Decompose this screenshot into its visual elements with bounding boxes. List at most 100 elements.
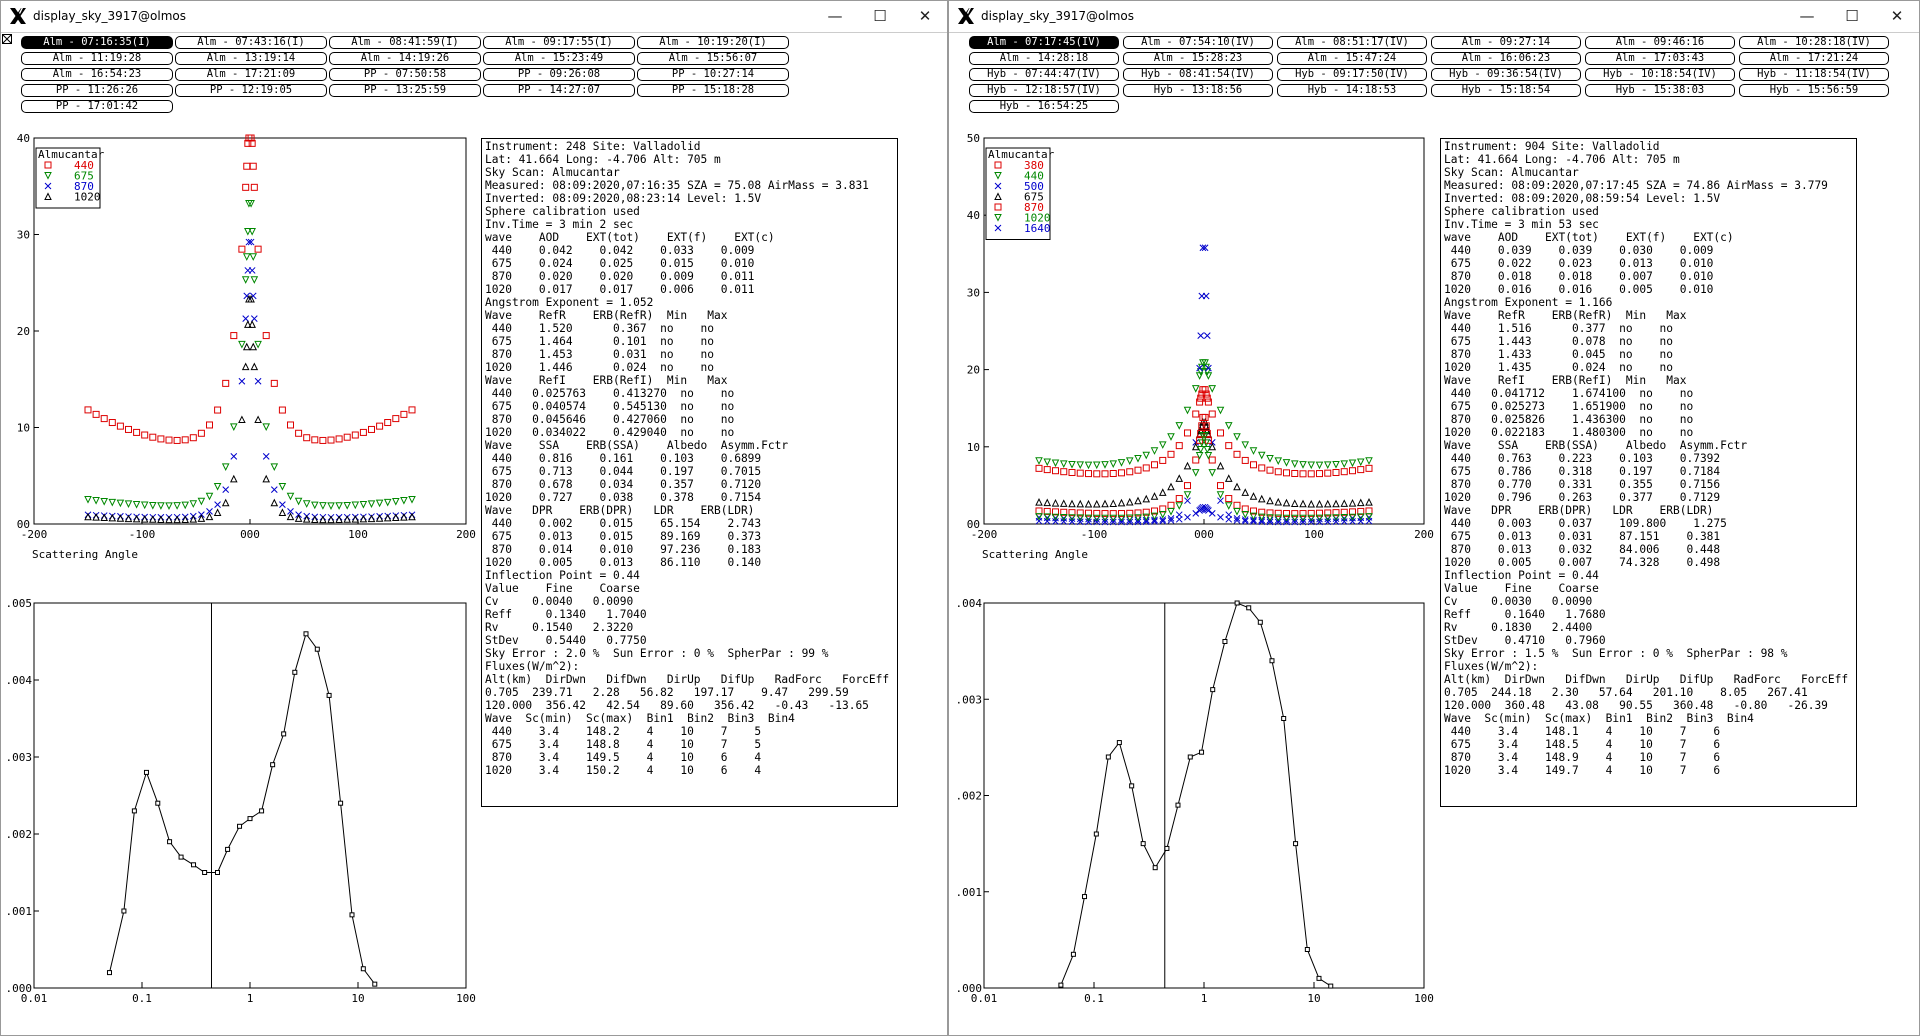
- data-point: [1290, 499, 1299, 507]
- info-line: 440 3.4 148.2 4 10 7 5: [485, 725, 762, 738]
- data-point: [1159, 456, 1167, 464]
- scan-tab[interactable]: PP - 09:26:08: [483, 68, 635, 81]
- data-point: [197, 497, 206, 506]
- data-point: [1068, 509, 1076, 517]
- info-line: Instrument: 904 Site: Valladolid: [1444, 140, 1660, 153]
- data-point: [1316, 518, 1323, 526]
- scan-tab[interactable]: Hyb - 16:54:25: [969, 100, 1119, 113]
- maximize-button[interactable]: ☐: [1845, 7, 1859, 25]
- scan-tab[interactable]: Hyb - 07:44:47(IV): [969, 68, 1119, 81]
- scan-tab[interactable]: PP - 07:50:58: [329, 68, 481, 81]
- scan-tab[interactable]: Alm - 10:19:20(I): [637, 36, 789, 49]
- scan-tab[interactable]: Hyb - 15:18:54: [1431, 84, 1581, 97]
- scan-tab[interactable]: Hyb - 09:17:50(IV): [1277, 68, 1427, 81]
- data-point: [1167, 501, 1175, 509]
- scan-tab[interactable]: Alm - 08:41:59(I): [329, 36, 481, 49]
- title-bar[interactable]: display_sky_3917@olmos — ☐ ✕: [949, 1, 1919, 33]
- scan-tab[interactable]: Hyb - 15:56:59: [1739, 84, 1889, 97]
- scan-tab[interactable]: PP - 11:26:26: [21, 84, 173, 97]
- info-line: 870 0.014 0.010 97.236 0.183: [485, 543, 762, 556]
- scan-tab[interactable]: Alm - 09:17:55(I): [483, 36, 635, 49]
- data-point: [1167, 433, 1175, 441]
- data-point: [1269, 658, 1275, 664]
- scan-tab[interactable]: Alm - 17:03:43: [1585, 52, 1735, 65]
- info-line: Lat: 41.664 Long: -4.706 Alt: 705 m: [1444, 153, 1680, 166]
- scan-tab[interactable]: Alm - 16:06:23: [1431, 52, 1581, 65]
- scan-tab[interactable]: Hyb - 09:36:54(IV): [1431, 68, 1581, 81]
- scan-tab[interactable]: Alm - 09:46:16: [1585, 36, 1735, 49]
- scan-tab[interactable]: Alm - 14:28:18: [969, 52, 1119, 65]
- scan-tab[interactable]: PP - 13:25:59: [329, 84, 481, 97]
- data-point: [278, 406, 286, 414]
- close-button[interactable]: ✕: [918, 7, 932, 25]
- data-point: [1059, 499, 1068, 507]
- data-point: [1241, 516, 1249, 523]
- data-point: [249, 253, 258, 261]
- close-box-icon[interactable]: [2, 34, 12, 44]
- x-tick-label: 10: [1307, 992, 1320, 1005]
- scan-tab[interactable]: Alm - 10:28:18(IV): [1739, 36, 1889, 49]
- close-button[interactable]: ✕: [1890, 7, 1904, 25]
- scan-tab[interactable]: Alm - 15:47:24: [1277, 52, 1427, 65]
- data-point: [157, 515, 165, 523]
- data-point: [249, 342, 258, 351]
- scan-tab[interactable]: Alm - 16:54:23: [21, 68, 173, 81]
- data-point: [248, 227, 256, 236]
- scan-tab[interactable]: Alm - 07:43:16(I): [175, 36, 327, 49]
- scan-tab[interactable]: Hyb - 11:18:54(IV): [1739, 68, 1889, 81]
- scan-tab[interactable]: Alm - 09:27:14: [1431, 36, 1581, 49]
- maximize-button[interactable]: ☐: [873, 7, 887, 25]
- data-point: [247, 294, 255, 303]
- data-point: [1043, 517, 1051, 525]
- data-point: [270, 379, 278, 387]
- minimize-button[interactable]: —: [827, 7, 843, 25]
- scan-tab[interactable]: Alm - 15:56:07: [637, 52, 789, 65]
- data-point: [1175, 495, 1183, 503]
- info-line: 0.705 244.18 2.30 57.64 201.10 8.05 267.…: [1444, 686, 1808, 699]
- scan-tab[interactable]: Hyb - 08:41:54(IV): [1123, 68, 1273, 81]
- scan-tab[interactable]: Alm - 07:16:35(I): [21, 36, 173, 49]
- scan-tab[interactable]: Alm - 08:51:17(IV): [1277, 36, 1427, 49]
- data-point: [994, 161, 1002, 169]
- scan-tab[interactable]: Alm - 17:21:24: [1739, 52, 1889, 65]
- scan-tab[interactable]: Hyb - 15:38:03: [1585, 84, 1735, 97]
- scan-tab[interactable]: Hyb - 14:18:53: [1277, 84, 1427, 97]
- data-point: [327, 502, 335, 510]
- data-point: [311, 436, 319, 444]
- legend-label: 1020: [1024, 212, 1051, 225]
- scan-tab[interactable]: Hyb - 12:18:57(IV): [969, 84, 1119, 97]
- data-point: [244, 320, 252, 328]
- scan-tab[interactable]: Alm - 07:17:45(IV): [969, 36, 1119, 49]
- scan-tab[interactable]: PP - 12:19:05: [175, 84, 327, 97]
- scan-tab[interactable]: Alm - 13:19:14: [175, 52, 327, 65]
- title-bar[interactable]: display_sky_3917@olmos — ☐ ✕: [1, 1, 947, 33]
- scan-tab[interactable]: Hyb - 10:18:54(IV): [1585, 68, 1735, 81]
- scan-tab[interactable]: PP - 15:18:28: [637, 84, 789, 97]
- scan-tab[interactable]: Alm - 14:19:26: [329, 52, 481, 65]
- info-line: Instrument: 248 Site: Valladolid: [485, 140, 701, 153]
- data-point: [408, 406, 416, 414]
- info-line: 1020 3.4 149.7 4 10 7 6: [1444, 764, 1721, 777]
- data-point: [157, 435, 165, 443]
- data-point: [1208, 385, 1217, 393]
- legend-title: Almucantar: [988, 148, 1055, 161]
- data-point: [1274, 509, 1282, 517]
- data-point: [1085, 470, 1092, 478]
- scan-tab[interactable]: Alm - 11:19:28: [21, 52, 173, 65]
- scan-tab[interactable]: PP - 10:27:14: [637, 68, 789, 81]
- data-point: [214, 406, 222, 414]
- scan-tab[interactable]: PP - 17:01:42: [21, 100, 173, 113]
- data-point: [1101, 461, 1109, 469]
- data-point: [1134, 514, 1142, 522]
- scan-tab[interactable]: Alm - 17:21:09: [175, 68, 327, 81]
- scan-tab[interactable]: Alm - 15:23:49: [483, 52, 635, 65]
- data-point: [1332, 460, 1340, 469]
- y-tick-label: 30: [967, 286, 980, 299]
- data-point: [1307, 461, 1316, 470]
- info-line: 1020 0.727 0.038 0.378 0.7154: [485, 491, 762, 504]
- scan-tab[interactable]: PP - 14:27:07: [483, 84, 635, 97]
- scan-tab[interactable]: Hyb - 13:18:56: [1123, 84, 1273, 97]
- scan-tab[interactable]: Alm - 07:54:10(IV): [1123, 36, 1273, 49]
- minimize-button[interactable]: —: [1799, 7, 1815, 25]
- scan-tab[interactable]: Alm - 15:28:23: [1123, 52, 1273, 65]
